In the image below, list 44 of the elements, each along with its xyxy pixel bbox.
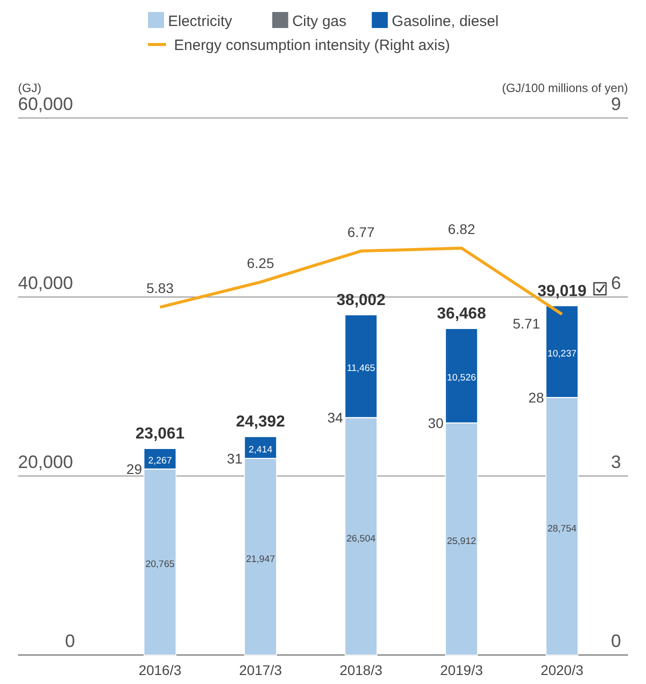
data-label: 34 [327, 410, 344, 426]
legend-label: City gas [292, 13, 346, 30]
data-label: 25,912 [446, 536, 476, 548]
x-tick-label: 2017/3 [239, 662, 282, 678]
y-axis-title: (GJ) [18, 81, 42, 95]
data-label: 5.83 [146, 280, 174, 296]
data-label: 10,526 [446, 372, 476, 384]
x-tick-label: 2020/3 [540, 662, 584, 678]
data-label: 20,765 [145, 559, 175, 570]
legend-label: Electricity [168, 13, 233, 30]
total-label: 39,019 [538, 282, 587, 300]
y2-tick-label: 9 [610, 94, 622, 114]
data-label: 29 [126, 461, 142, 478]
data-label: 21,947 [246, 554, 276, 565]
x-tick-label: 2018/3 [340, 662, 383, 678]
x-tick-label: 2016/3 [138, 662, 182, 678]
total-label: 23,061 [136, 426, 185, 443]
data-label: 28 [528, 390, 544, 406]
total-label: 36,468 [437, 306, 486, 323]
data-label: 5.71 [512, 315, 540, 332]
y-tick-label: 40,000 [18, 273, 74, 293]
y2-tick-label: 3 [610, 452, 622, 472]
data-label: 26,504 [346, 533, 376, 544]
y-tick-label: 20,000 [18, 452, 74, 472]
data-label: 28,754 [547, 523, 577, 534]
x-tick-label: 2019/3 [440, 662, 484, 678]
y-tick-label: 0 [64, 631, 76, 651]
y-tick-label: 60,000 [18, 94, 74, 114]
legend-label: Energy consumption intensity (Right axis) [174, 37, 450, 54]
y2-tick-label: 0 [610, 631, 622, 651]
data-label: 6.25 [246, 255, 274, 272]
data-label: 6.82 [448, 221, 476, 238]
data-label: 11,465 [346, 363, 376, 374]
legend-label: Gasoline, diesel [392, 13, 499, 30]
total-label: 38,002 [336, 292, 386, 309]
data-label: 6.77 [347, 224, 375, 240]
y2-tick-label: 6 [610, 273, 622, 293]
data-label: 30 [428, 414, 444, 431]
data-label: 2,414 [248, 444, 272, 456]
y2-axis-title: (GJ/100 millions of yen) [502, 81, 628, 95]
data-label: 2,267 [148, 456, 172, 467]
data-label: 10,237 [547, 348, 577, 360]
total-label: 24,392 [236, 414, 286, 431]
data-label: 31 [226, 450, 243, 466]
